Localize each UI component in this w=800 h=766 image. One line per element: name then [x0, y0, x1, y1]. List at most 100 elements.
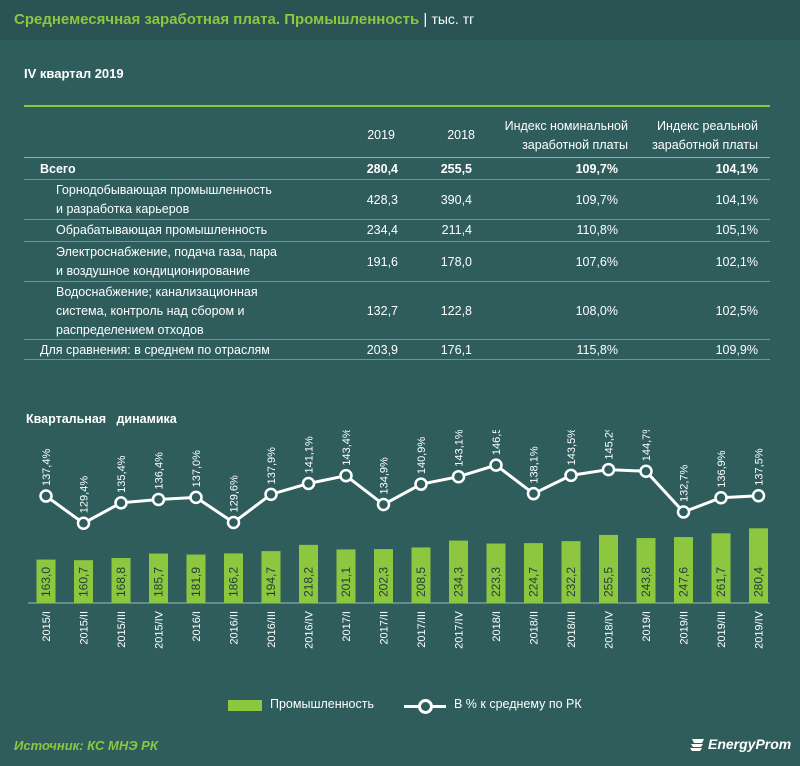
table-value: 191,6	[366, 254, 398, 269]
line-point	[39, 489, 53, 503]
line-value-label: 134,9%	[379, 457, 391, 495]
row-rule	[24, 359, 770, 360]
legend-line-label: В % к среднему по РК	[454, 697, 582, 711]
table-value: 102,5%	[715, 304, 758, 318]
legend-line-marker	[418, 699, 433, 714]
row-label: Для сравнения: в среднем по отраслям	[40, 343, 270, 357]
bar-value-label: 168,8	[114, 567, 128, 597]
bar	[186, 554, 206, 603]
bar	[374, 549, 393, 603]
line-value-label: 140,9%	[416, 437, 428, 475]
category-label: 2016/II	[229, 611, 241, 645]
bar-value-label: 234,3	[452, 567, 466, 597]
column-header: Индекс реальной	[657, 119, 758, 133]
category-label: 2019/IV	[754, 610, 766, 649]
page-title: Среднемесячная заработная плата. Промышл…	[14, 11, 474, 28]
category-label: 2019/I	[641, 611, 653, 642]
bar	[449, 540, 468, 603]
table-value: 390,4	[440, 192, 472, 207]
table-value: 211,4	[441, 223, 472, 237]
row-label: Обрабатывающая промышленность	[56, 223, 268, 237]
table-value: 115,8%	[576, 343, 618, 357]
table-value: 109,7%	[575, 192, 618, 207]
title-separator: |	[423, 11, 428, 28]
bar-value-label: 255,5	[602, 567, 616, 597]
category-label: 2018/IV	[604, 610, 616, 649]
category-label: 2015/I	[41, 611, 53, 642]
bar	[711, 533, 731, 603]
line-point	[639, 464, 653, 479]
bar	[149, 553, 168, 603]
bar	[486, 543, 506, 603]
bar-value-label: 186,2	[227, 567, 241, 597]
table-value: 104,1%	[715, 192, 758, 207]
table-value: 110,8%	[576, 223, 618, 237]
row-label: и воздушное кондиционирование	[56, 264, 250, 278]
bar	[411, 547, 431, 603]
bar-value-label: 243,8	[639, 567, 653, 597]
bar	[636, 538, 656, 603]
line-value-label: 145,2%	[604, 430, 616, 460]
table-value: 104,1%	[715, 162, 758, 176]
line-value-label: 137,4%	[41, 449, 53, 487]
row-label: Всего	[40, 162, 76, 176]
row-label: распределением отходов	[56, 323, 204, 337]
line-point	[376, 497, 391, 512]
line-point	[489, 458, 503, 472]
bar-value-label: 194,7	[264, 567, 278, 597]
line-value-label: 136,9%	[716, 450, 728, 488]
bar	[224, 553, 243, 603]
line-point	[189, 490, 203, 505]
bar-value-label: 261,7	[714, 567, 728, 597]
line-value-label: 137,5%	[754, 448, 766, 486]
bar-value-label: 280,4	[752, 567, 766, 597]
line-point	[339, 468, 353, 483]
line-point	[451, 469, 466, 484]
line-value-label: 137,0%	[191, 450, 203, 488]
category-label: 2018/II	[529, 611, 541, 645]
row-label: Горнодобывающая промышленность	[56, 183, 272, 197]
category-label: 2016/III	[266, 611, 278, 648]
line-value-label: 143,4%	[341, 430, 353, 466]
bar-value-label: 247,6	[677, 567, 691, 597]
bar	[299, 544, 318, 603]
bar-value-label: 163,0	[39, 567, 53, 597]
bar	[524, 543, 543, 603]
bar	[599, 534, 618, 603]
line-point	[601, 462, 616, 477]
bar-value-label: 218,2	[302, 567, 316, 597]
brand-name: EnergyProm	[708, 736, 792, 752]
table-value: 280,4	[366, 162, 398, 176]
legend-bar-label: Промышленность	[270, 697, 374, 711]
row-label: Электроснабжение, подача газа, пара	[56, 245, 277, 259]
row-label: и разработка карьеров	[56, 202, 190, 216]
column-header: 2018	[447, 128, 475, 142]
column-header: 2019	[367, 128, 395, 142]
category-label: 2018/III	[566, 611, 578, 648]
line-point	[264, 487, 278, 502]
table-value: 234,4	[366, 223, 398, 237]
line-value-label: 135,4%	[116, 455, 128, 493]
table-period: IV квартал 2019	[24, 66, 124, 81]
row-rule	[24, 339, 770, 340]
bar-value-label: 232,2	[564, 567, 578, 597]
bar-value-label: 201,1	[339, 567, 353, 597]
bar-value-label: 185,7	[152, 567, 166, 597]
category-label: 2017/I	[341, 611, 353, 642]
line-point	[114, 496, 128, 510]
column-header: Индекс номинальной	[504, 119, 628, 133]
line-point	[301, 476, 316, 491]
bar	[74, 560, 93, 603]
line-value-label: 143,5%	[566, 430, 578, 465]
bar	[111, 558, 131, 603]
line-point	[526, 486, 541, 501]
line-point	[414, 477, 428, 491]
bar-value-label: 181,9	[189, 567, 203, 597]
table-value: 102,1%	[715, 254, 758, 269]
bar-value-label: 224,7	[527, 567, 541, 597]
quarterly-chart: 163,0 2015/I 160,7 2015/II 168,8 2015/III 185,…	[28, 430, 770, 649]
row-rule	[24, 219, 770, 220]
line-value-label: 129,6%	[229, 475, 241, 513]
category-label: 2018/I	[491, 611, 503, 642]
bar	[261, 551, 281, 603]
